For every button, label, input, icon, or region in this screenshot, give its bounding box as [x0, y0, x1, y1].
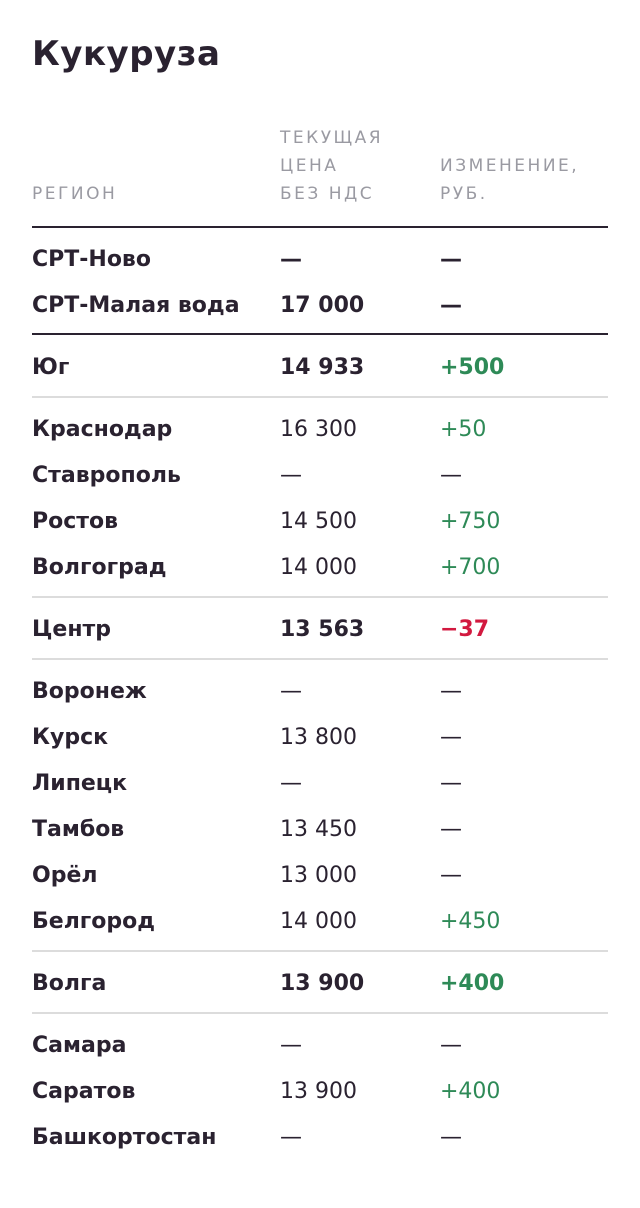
region-name: Ставрополь: [32, 463, 181, 488]
region-name: Липецк: [32, 771, 128, 796]
table-row: Липецк — —: [0, 761, 640, 807]
price-value: 13 000: [280, 863, 357, 888]
table-row: Краснодар 16 300 +50: [0, 407, 640, 453]
change-value: —: [440, 679, 462, 704]
region-name: Ростов: [32, 509, 119, 534]
row-divider: [32, 1012, 608, 1014]
region-name: Белгород: [32, 909, 156, 934]
table-row: Центр 13 563 −37: [0, 607, 640, 653]
change-value: −37: [440, 617, 490, 642]
table-row: Тамбов 13 450 —: [0, 807, 640, 853]
change-value: —: [440, 293, 462, 318]
region-name: Тамбов: [32, 817, 125, 842]
change-value: —: [440, 863, 462, 888]
price-value: —: [280, 463, 302, 488]
region-name: СРТ-Ново: [32, 247, 151, 272]
price-value: 13 450: [280, 817, 357, 842]
table-row: Волгоград 14 000 +700: [0, 545, 640, 591]
change-value: —: [440, 725, 462, 750]
region-name: Саратов: [32, 1079, 136, 1104]
price-value: —: [280, 247, 302, 272]
region-name: Воронеж: [32, 679, 147, 704]
row-divider: [32, 658, 608, 660]
price-value: 14 933: [280, 355, 365, 380]
table-row: Белгород 14 000 +450: [0, 899, 640, 945]
header-region: РЕГИОН: [32, 184, 118, 204]
table-row: Юг 14 933 +500: [0, 345, 640, 391]
table-row: Ростов 14 500 +750: [0, 499, 640, 545]
table-row: Башкортостан — —: [0, 1115, 640, 1161]
price-value: —: [280, 771, 302, 796]
price-value: —: [280, 679, 302, 704]
section-divider: [32, 333, 608, 335]
change-value: +400: [440, 971, 505, 996]
change-value: —: [440, 817, 462, 842]
table-row: Ставрополь — —: [0, 453, 640, 499]
change-value: +400: [440, 1079, 501, 1104]
price-value: 14 000: [280, 909, 357, 934]
change-value: —: [440, 1125, 462, 1150]
page-title: Кукуруза: [32, 34, 221, 74]
row-divider: [32, 596, 608, 598]
change-value: —: [440, 463, 462, 488]
change-value: —: [440, 771, 462, 796]
price-value: 13 563: [280, 617, 365, 642]
change-value: +750: [440, 509, 501, 534]
table-row: Саратов 13 900 +400: [0, 1069, 640, 1115]
region-name: Краснодар: [32, 417, 173, 442]
price-value: 17 000: [280, 293, 365, 318]
table-row: СРТ-Ново — —: [0, 237, 640, 283]
region-name: Центр: [32, 617, 112, 642]
change-value: —: [440, 247, 462, 272]
region-name: Самара: [32, 1033, 127, 1058]
region-name: Орёл: [32, 863, 98, 888]
table-row: Воронеж — —: [0, 669, 640, 715]
price-value: —: [280, 1125, 302, 1150]
region-name: Курск: [32, 725, 109, 750]
table-row: Курск 13 800 —: [0, 715, 640, 761]
header-divider: [32, 226, 608, 228]
change-value: —: [440, 1033, 462, 1058]
table-header: РЕГИОН ТЕКУЩАЯ ЦЕНА БЕЗ НДС ИЗМЕНЕНИЕ, Р…: [0, 118, 640, 228]
region-name: СРТ-Малая вода: [32, 293, 240, 318]
header-change: ИЗМЕНЕНИЕ, РУБ.: [440, 156, 580, 204]
row-divider: [32, 396, 608, 398]
price-value: 14 500: [280, 509, 357, 534]
change-value: +50: [440, 417, 487, 442]
change-value: +500: [440, 355, 505, 380]
header-price: ТЕКУЩАЯ ЦЕНА БЕЗ НДС: [280, 128, 384, 204]
price-value: —: [280, 1033, 302, 1058]
region-name: Волга: [32, 971, 107, 996]
table-row: СРТ-Малая вода 17 000 —: [0, 283, 640, 329]
table-row: Волга 13 900 +400: [0, 961, 640, 1007]
table-row: Самара — —: [0, 1023, 640, 1069]
row-divider: [32, 950, 608, 952]
table-row: Орёл 13 000 —: [0, 853, 640, 899]
region-name: Юг: [32, 355, 70, 380]
price-value: 13 800: [280, 725, 357, 750]
region-name: Башкортостан: [32, 1125, 217, 1150]
price-value: 14 000: [280, 555, 357, 580]
change-value: +700: [440, 555, 501, 580]
price-value: 13 900: [280, 971, 365, 996]
region-name: Волгоград: [32, 555, 167, 580]
change-value: +450: [440, 909, 501, 934]
price-value: 13 900: [280, 1079, 357, 1104]
price-value: 16 300: [280, 417, 357, 442]
